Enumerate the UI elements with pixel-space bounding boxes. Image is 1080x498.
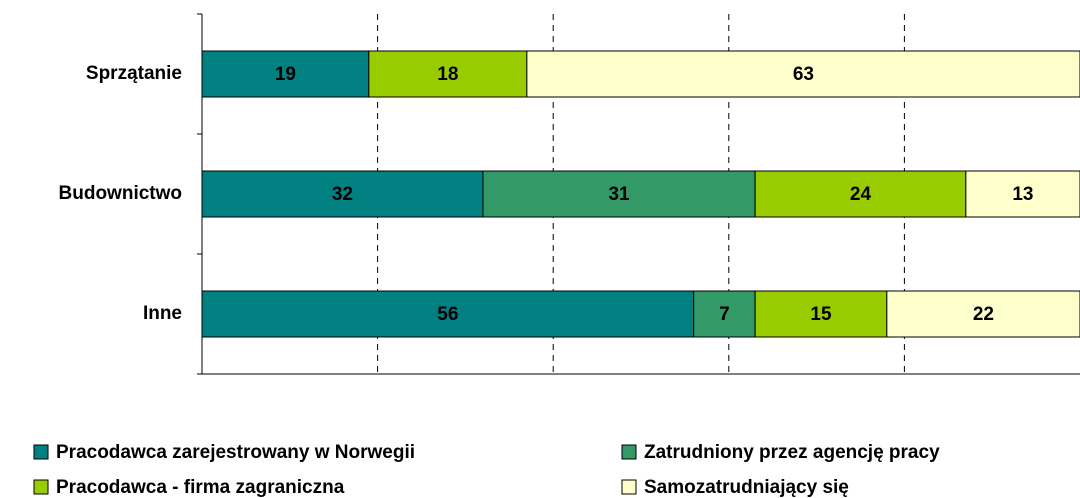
bar-segment (368, 50, 528, 98)
bar-segment (526, 50, 1080, 98)
data-label: 22 (973, 304, 994, 325)
bar-segment (201, 170, 484, 218)
y-tick-label: Budownictwo (59, 183, 182, 204)
data-label: 19 (275, 64, 296, 85)
legend-label: Zatrudniony przez agencję pracy (644, 442, 940, 463)
y-tick-label: Sprzątanie (86, 63, 182, 84)
legend-swatch (33, 479, 49, 495)
legend-label: Pracodawca - firma zagraniczna (56, 477, 345, 498)
data-label: 18 (437, 64, 458, 85)
data-label: 7 (719, 304, 730, 325)
legend-swatch (621, 444, 637, 460)
legend-label: Samozatrudniający się (644, 477, 849, 498)
legend-swatch (621, 479, 637, 495)
data-label: 63 (793, 64, 814, 85)
bar-segment (201, 290, 695, 338)
data-label: 15 (810, 304, 832, 325)
y-tick-label: Inne (143, 303, 182, 324)
bar-segment (754, 290, 888, 338)
data-label: 31 (608, 184, 630, 205)
data-label: 24 (850, 184, 872, 205)
legend-label: Pracodawca zarejestrowany w Norwegii (56, 442, 415, 463)
bar-segment (965, 170, 1080, 218)
legend-swatch (33, 444, 49, 460)
bar-segment (693, 290, 756, 338)
data-label: 32 (332, 184, 353, 205)
bar-segment (886, 290, 1080, 338)
bar-segment (754, 170, 967, 218)
data-label: 56 (437, 304, 458, 325)
data-label: 13 (1012, 184, 1033, 205)
